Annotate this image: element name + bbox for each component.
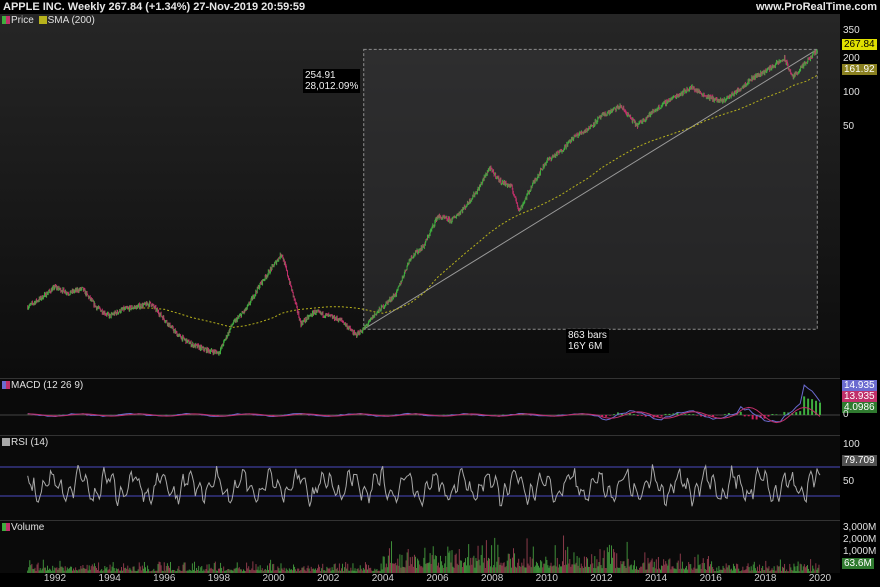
x-axis-year-label: 2010	[535, 573, 558, 584]
sma-legend-label: SMA (200)	[47, 15, 95, 26]
macd-swatch-icon	[2, 381, 10, 389]
macd-chart	[0, 379, 840, 436]
price-scale[interactable]: 350 200 100 50	[840, 14, 880, 378]
macd-signal-tag: 13.935	[842, 391, 877, 402]
measure-change-percent: 28,012.09%	[305, 81, 359, 92]
x-axis-year-label: 2016	[699, 573, 722, 584]
price-legend: Price SMA (200)	[2, 15, 95, 26]
x-axis-year-label: 2008	[481, 573, 504, 584]
measure-change-value: 254.91	[305, 70, 336, 81]
rsi-scale-label: 100	[843, 439, 860, 450]
price-scale-label: 350	[843, 25, 860, 36]
volume-scale-label: 1,000M	[843, 546, 877, 557]
volume-legend: Volume	[2, 522, 44, 533]
rsi-panel[interactable]: RSI (14) 100 50 79.709	[0, 435, 877, 521]
rsi-value-tag: 79.709	[842, 455, 877, 466]
price-swatch-icon	[2, 16, 10, 24]
rsi-chart	[0, 436, 840, 521]
price-scale-label: 50	[843, 121, 855, 132]
macd-signal-line	[27, 406, 821, 424]
measure-bars-label: 863 bars 16Y 6M	[566, 329, 609, 353]
x-axis-year-label: 2004	[371, 573, 394, 584]
x-axis-year-label: 1994	[98, 573, 121, 584]
x-axis-year-label: 2014	[644, 573, 668, 584]
x-axis-year-label: 2018	[754, 573, 777, 584]
rsi-legend: RSI (14)	[2, 437, 48, 448]
x-axis-year-label: 2012	[590, 573, 613, 584]
x-axis-year-label: 2000	[262, 573, 285, 584]
price-chart	[0, 14, 840, 378]
volume-scale-label: 3,000M	[843, 522, 877, 533]
volume-legend-label: Volume	[11, 522, 45, 533]
last-price-tag: 267.84	[842, 39, 877, 50]
x-axis[interactable]: 1992 1994 1996 1998 2000 2002 2004 2006 2008 2010…	[0, 572, 840, 587]
macd-legend-label: MACD (12 26 9)	[11, 380, 84, 391]
site-watermark[interactable]: www.ProRealTime.com	[755, 1, 877, 13]
x-axis-year-label: 2020	[808, 573, 832, 584]
measure-duration: 16Y 6M	[568, 341, 603, 352]
rsi-line	[27, 464, 821, 508]
trend-line[interactable]	[363, 48, 818, 330]
x-axis-year-label: 2006	[426, 573, 449, 584]
price-scale-label: 100	[843, 87, 860, 98]
rsi-legend-label: RSI (14)	[11, 437, 49, 448]
price-scale-label: 200	[843, 53, 860, 64]
macd-value-tag: 14.935	[842, 380, 877, 391]
price-legend-label: Price	[11, 15, 34, 26]
x-axis-year-label: 1996	[153, 573, 176, 584]
rsi-swatch-icon	[2, 438, 10, 446]
x-axis-year-label: 1992	[43, 573, 67, 584]
macd-zero-label: 0	[843, 409, 849, 420]
x-axis-year-label: 1998	[207, 573, 231, 584]
volume-chart	[0, 521, 840, 573]
sma-swatch-icon	[38, 16, 47, 24]
sma-value-tag: 161.92	[842, 64, 877, 75]
price-panel[interactable]: Price SMA (200) 254.91 28,012.09% 863 ba…	[0, 14, 877, 378]
macd-panel[interactable]: MACD (12 26 9) 14.935 13.935 4.0986 0	[0, 378, 877, 436]
chart-header: APPLE INC. Weekly 267.84 (+1.34%) 27-Nov…	[0, 0, 880, 14]
volume-value-tag: 63.6M	[842, 558, 874, 569]
measure-bars: 863 bars	[568, 330, 607, 341]
volume-scale-label: 2,000M	[843, 534, 877, 545]
volume-panel[interactable]: Volume 3,000M 2,000M 1,000M 63.6M	[0, 520, 876, 573]
volume-swatch-icon	[2, 523, 10, 531]
price-background	[0, 14, 840, 378]
chart-title: APPLE INC. Weekly 267.84 (+1.34%) 27-Nov…	[3, 1, 306, 13]
measure-change-label: 254.91 28,012.09%	[303, 69, 361, 93]
macd-legend: MACD (12 26 9)	[2, 380, 83, 391]
x-axis-year-label: 2002	[317, 573, 340, 584]
sma-line	[123, 74, 818, 328]
rsi-scale-label: 50	[843, 476, 855, 487]
macd-hist-tag: 4.0986	[842, 402, 877, 413]
